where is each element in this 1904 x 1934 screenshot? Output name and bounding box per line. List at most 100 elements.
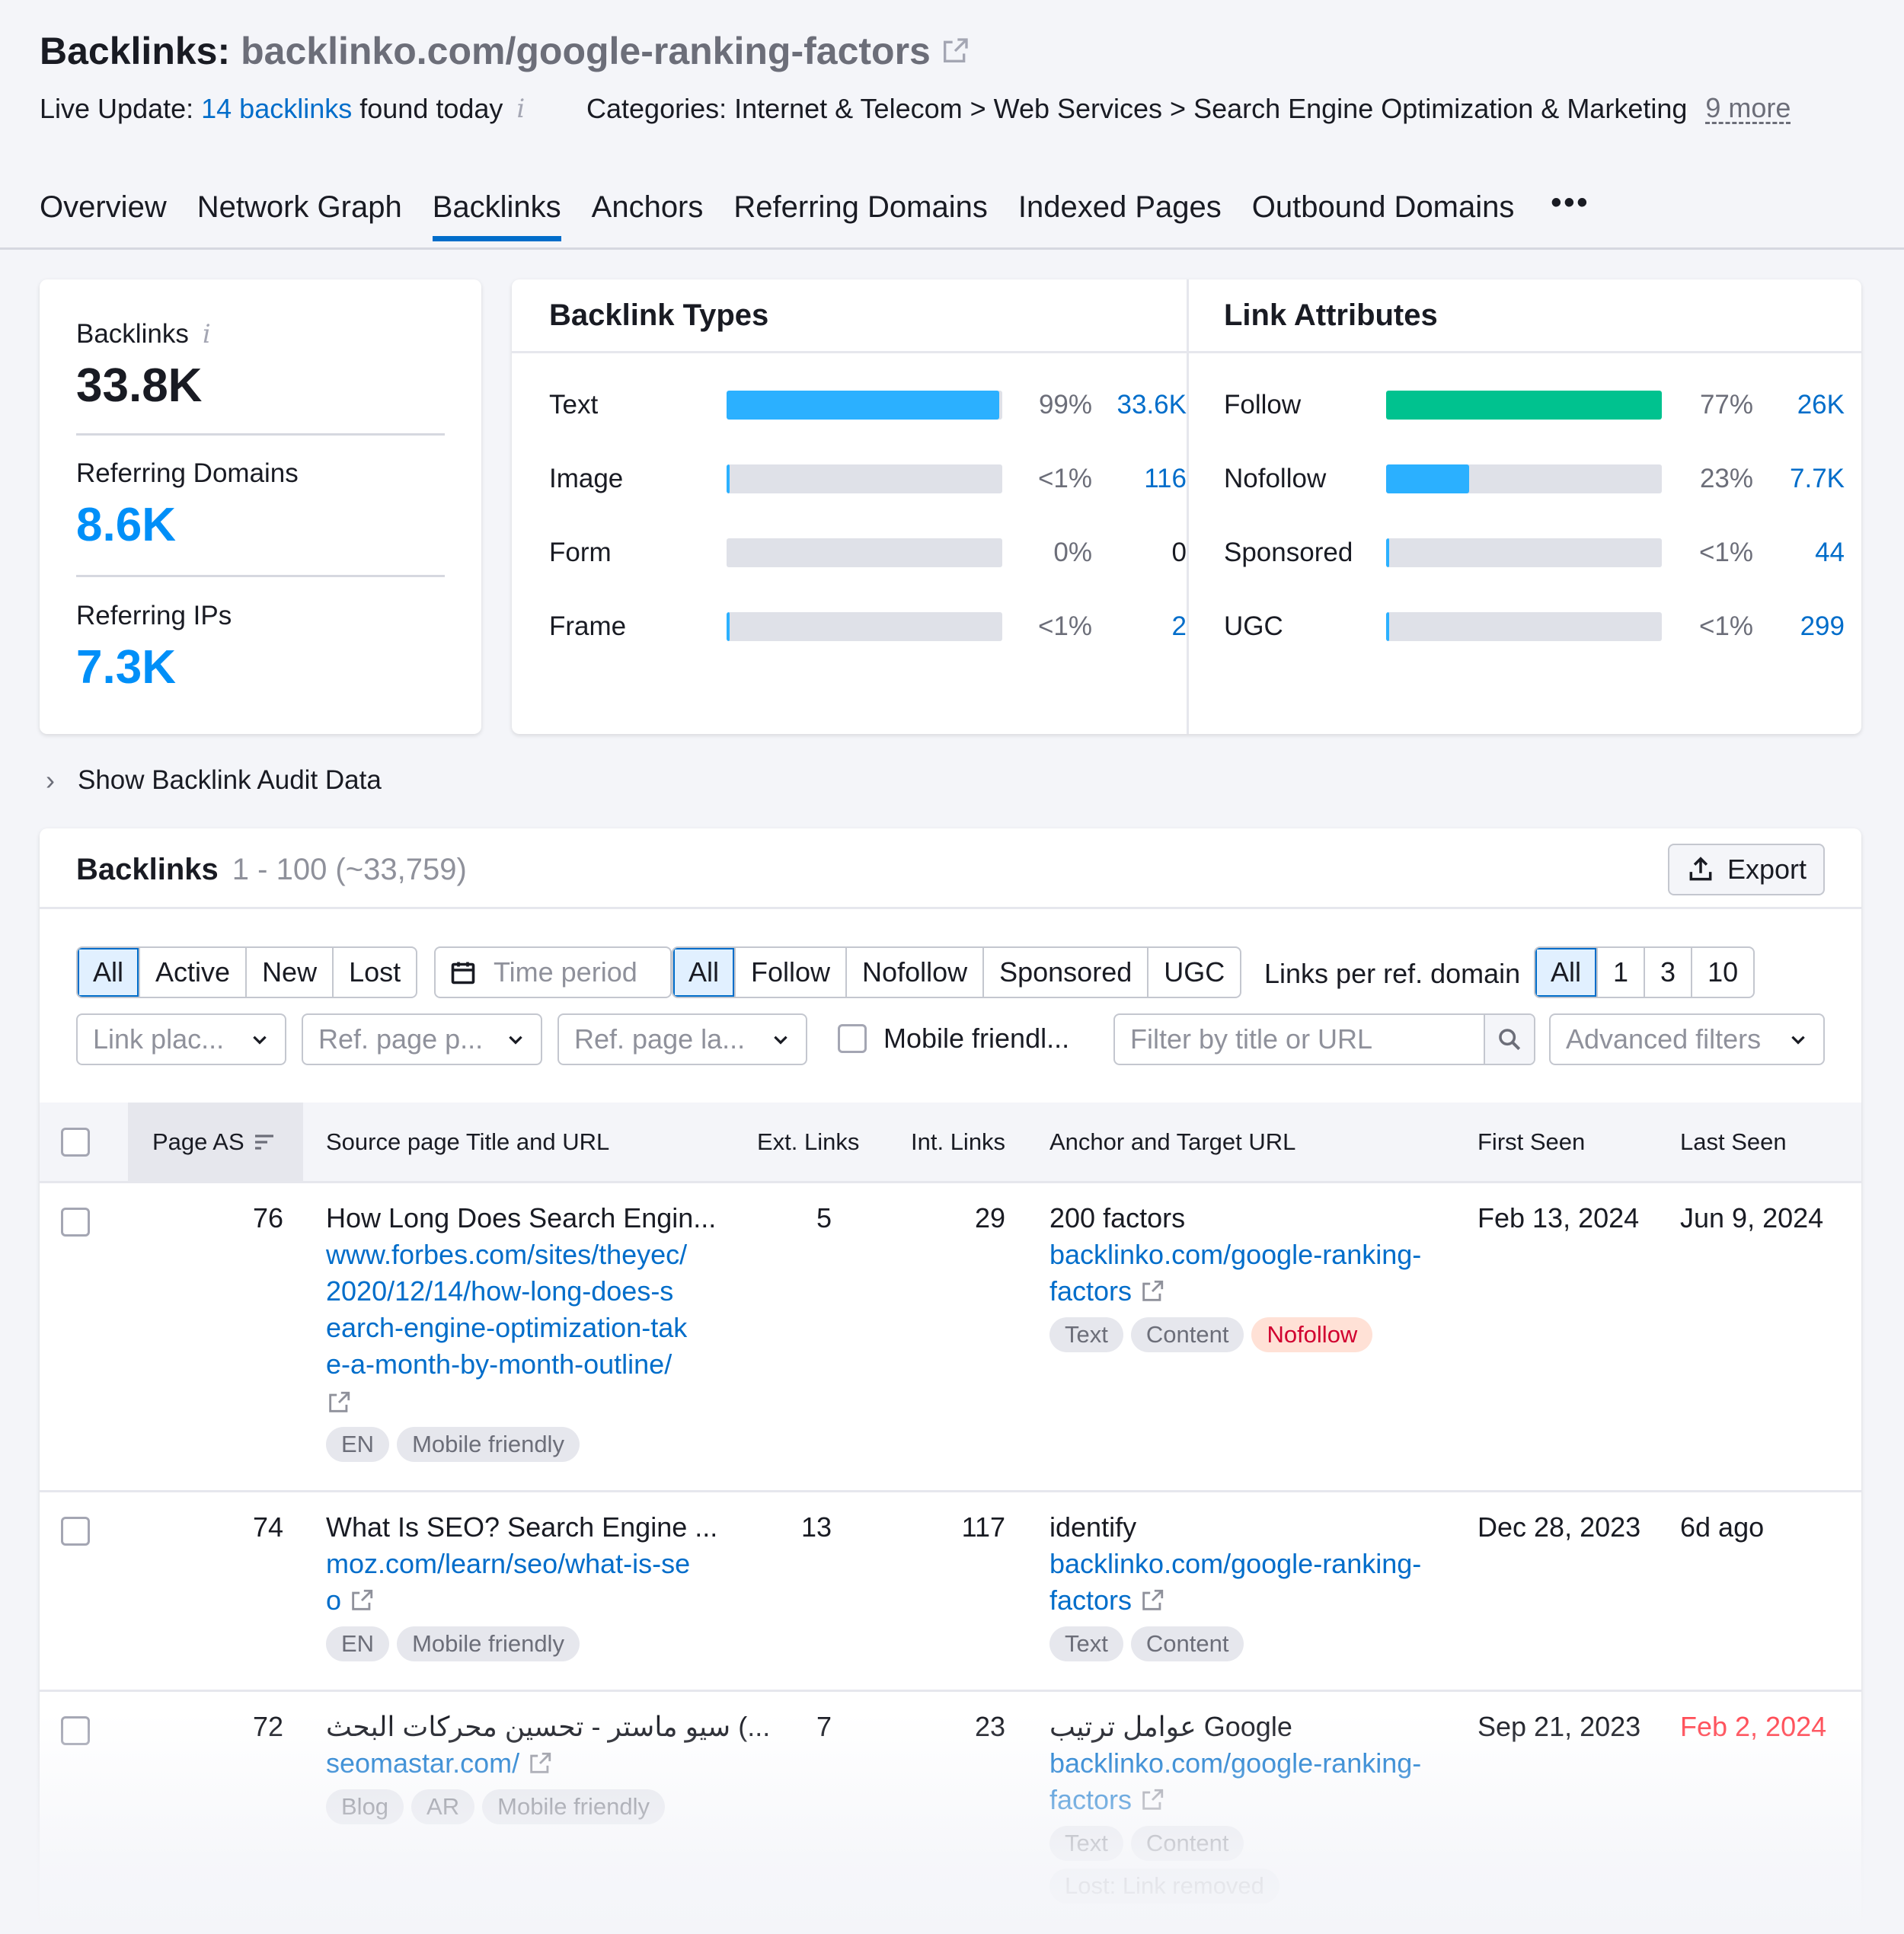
external-link-icon[interactable]	[527, 1750, 553, 1776]
chevron-down-icon	[509, 1036, 522, 1045]
target-url-line[interactable]: backlinko.com/google-ranking-	[1049, 1747, 1422, 1779]
source-page-title[interactable]: What Is SEO? Search Engine ...	[326, 1511, 718, 1543]
kpi-referring-ips-value[interactable]: 7.3K	[76, 641, 176, 694]
link-attribute-count[interactable]: 7.7K	[1790, 464, 1845, 493]
filter-nofollow[interactable]: Nofollow	[847, 948, 985, 997]
external-link-icon[interactable]	[1139, 1787, 1165, 1813]
target-url[interactable]: backlinko.com/google-ranking-factors	[1049, 1745, 1421, 1818]
filter-type-all[interactable]: All	[673, 948, 736, 997]
lpd-1[interactable]: 1	[1598, 948, 1646, 997]
filter-new[interactable]: New	[247, 948, 334, 997]
source-page-title[interactable]: سيو ماستر - تحسين محركات البحث (...	[326, 1711, 771, 1742]
filter-sponsored[interactable]: Sponsored	[984, 948, 1149, 997]
col-first-seen[interactable]: First Seen	[1478, 1128, 1586, 1155]
link-attribute-row: UGC <1% 299	[1224, 604, 1845, 649]
advanced-filters-dropdown[interactable]: Advanced filters	[1549, 1013, 1825, 1065]
backlink-type-count[interactable]: 2	[1171, 611, 1187, 641]
tab-backlinks[interactable]: Backlinks	[432, 190, 561, 241]
kpi-referring-domains-value[interactable]: 8.6K	[76, 499, 176, 551]
lpd-3[interactable]: 3	[1645, 948, 1693, 997]
source-url-line[interactable]: moz.com/learn/seo/what-is-se	[326, 1548, 691, 1579]
backlink-type-row: Image <1% 116	[549, 456, 1187, 502]
target-url[interactable]: backlinko.com/google-ranking-factors	[1049, 1237, 1421, 1310]
kpi-referring-ips: Referring IPs 7.3K	[76, 601, 232, 694]
link-attribute-count[interactable]: 26K	[1797, 390, 1845, 420]
target-url-line[interactable]: factors	[1049, 1784, 1132, 1815]
col-int-links[interactable]: Int. Links	[911, 1128, 1006, 1155]
filter-follow[interactable]: Follow	[736, 948, 848, 997]
tab-indexed-pages[interactable]: Indexed Pages	[1017, 190, 1222, 224]
mobile-friendly-checkbox[interactable]: Mobile friendl...	[838, 1023, 1069, 1055]
checkbox[interactable]	[838, 1024, 867, 1053]
filter-all[interactable]: All	[78, 948, 141, 997]
show-backlink-audit-toggle[interactable]: › Show Backlink Audit Data	[46, 764, 382, 796]
filter-ugc[interactable]: UGC	[1164, 956, 1225, 988]
col-source-page[interactable]: Source page Title and URL	[326, 1128, 610, 1155]
row-checkbox[interactable]	[61, 1517, 90, 1546]
lpd-10[interactable]: 10	[1708, 956, 1739, 988]
ref-page-property-dropdown[interactable]: Ref. page p...	[302, 1013, 542, 1065]
tab-anchors[interactable]: Anchors	[591, 190, 704, 224]
source-url-line[interactable]: o	[326, 1585, 342, 1616]
export-button[interactable]: Export	[1668, 844, 1825, 895]
col-ext-links[interactable]: Ext. Links	[757, 1128, 860, 1155]
backlink-type-bar-fill	[727, 612, 730, 641]
col-last-seen[interactable]: Last Seen	[1680, 1128, 1787, 1155]
source-url-line[interactable]: seomastar.com/	[326, 1747, 520, 1779]
ref-page-language-dropdown[interactable]: Ref. page la...	[557, 1013, 807, 1065]
col-anchor-target[interactable]: Anchor and Target URL	[1049, 1128, 1296, 1155]
source-url-line[interactable]: earch-engine-optimization-tak	[326, 1312, 688, 1343]
backlinks-table-card: Backlinks 1 - 100 (~33,759) Export All Ac…	[40, 828, 1861, 1934]
source-url-line[interactable]: 2020/12/14/how-long-does-s	[326, 1275, 674, 1307]
target-url-line[interactable]: factors	[1049, 1275, 1132, 1307]
link-placement-dropdown[interactable]: Link plac...	[76, 1013, 286, 1065]
title-domain[interactable]: backlinko.com/google-ranking-factors	[241, 30, 931, 72]
link-attribute-count[interactable]: 299	[1800, 611, 1845, 641]
search-input[interactable]: Filter by title or URL	[1130, 1023, 1373, 1055]
source-page-url[interactable]: seomastar.com/	[326, 1745, 770, 1782]
target-url-line[interactable]: factors	[1049, 1585, 1132, 1616]
source-page-url[interactable]: www.forbes.com/sites/theyec/2020/12/14/h…	[326, 1237, 716, 1419]
source-page-url[interactable]: moz.com/learn/seo/what-is-se o	[326, 1546, 717, 1619]
info-icon[interactable]: i	[202, 319, 211, 349]
filter-lost[interactable]: Lost	[349, 956, 401, 988]
source-url-line[interactable]: www.forbes.com/sites/theyec/	[326, 1239, 688, 1270]
lost-note-wrap: Lost: Link removed	[1049, 1869, 1421, 1904]
target-url[interactable]: backlinko.com/google-ranking-factors	[1049, 1546, 1421, 1619]
row-checkbox[interactable]	[61, 1208, 90, 1237]
tab-referring-domains[interactable]: Referring Domains	[733, 190, 988, 224]
tab-network-graph[interactable]: Network Graph	[196, 190, 402, 224]
external-link-icon[interactable]	[326, 1390, 352, 1415]
time-period-button[interactable]: Time period	[434, 946, 672, 998]
table-row: 76 How Long Does Search Engin... www.forbe…	[40, 1183, 1861, 1492]
tab-overview[interactable]: Overview	[40, 190, 167, 224]
target-url-line[interactable]: backlinko.com/google-ranking-	[1049, 1548, 1422, 1579]
backlink-type-count[interactable]: 33.6K	[1117, 390, 1187, 420]
info-icon[interactable]: i	[516, 94, 526, 124]
categories-more-link[interactable]: 9 more	[1705, 91, 1791, 125]
col-page-as[interactable]: Page AS	[128, 1103, 303, 1181]
calendar-icon	[451, 962, 475, 985]
backlink-type-count[interactable]: 116	[1144, 464, 1187, 493]
link-breakdown-card: Backlink Types Link Attributes Text 99% 33…	[512, 279, 1861, 734]
link-attribute-count[interactable]: 44	[1815, 538, 1845, 567]
external-link-icon[interactable]	[940, 36, 970, 66]
target-url-line[interactable]: backlinko.com/google-ranking-	[1049, 1239, 1422, 1270]
ext-links-value: 7	[816, 1711, 832, 1742]
live-update-link[interactable]: 14 backlinks	[201, 93, 353, 124]
lpd-all[interactable]: All	[1535, 948, 1599, 997]
filter-active[interactable]: Active	[140, 948, 248, 997]
kpi-referring-domains: Referring Domains 8.6K	[76, 458, 299, 552]
row-checkbox[interactable]	[61, 1716, 90, 1745]
select-all-checkbox[interactable]	[61, 1127, 90, 1157]
more-tabs-icon[interactable]: •••	[1551, 186, 1590, 219]
source-url-line[interactable]: e-a-month-by-month-outline/	[326, 1348, 672, 1380]
anchor-tag: Text	[1049, 1826, 1123, 1861]
search-button[interactable]	[1484, 1015, 1534, 1064]
external-link-icon[interactable]	[1139, 1278, 1165, 1304]
external-link-icon[interactable]	[349, 1588, 375, 1613]
tab-outbound-domains[interactable]: Outbound Domains	[1251, 190, 1515, 224]
external-link-icon[interactable]	[1139, 1588, 1165, 1613]
source-page-title[interactable]: How Long Does Search Engin...	[326, 1202, 717, 1233]
kpi-backlinks-value: 33.8K	[76, 359, 203, 412]
